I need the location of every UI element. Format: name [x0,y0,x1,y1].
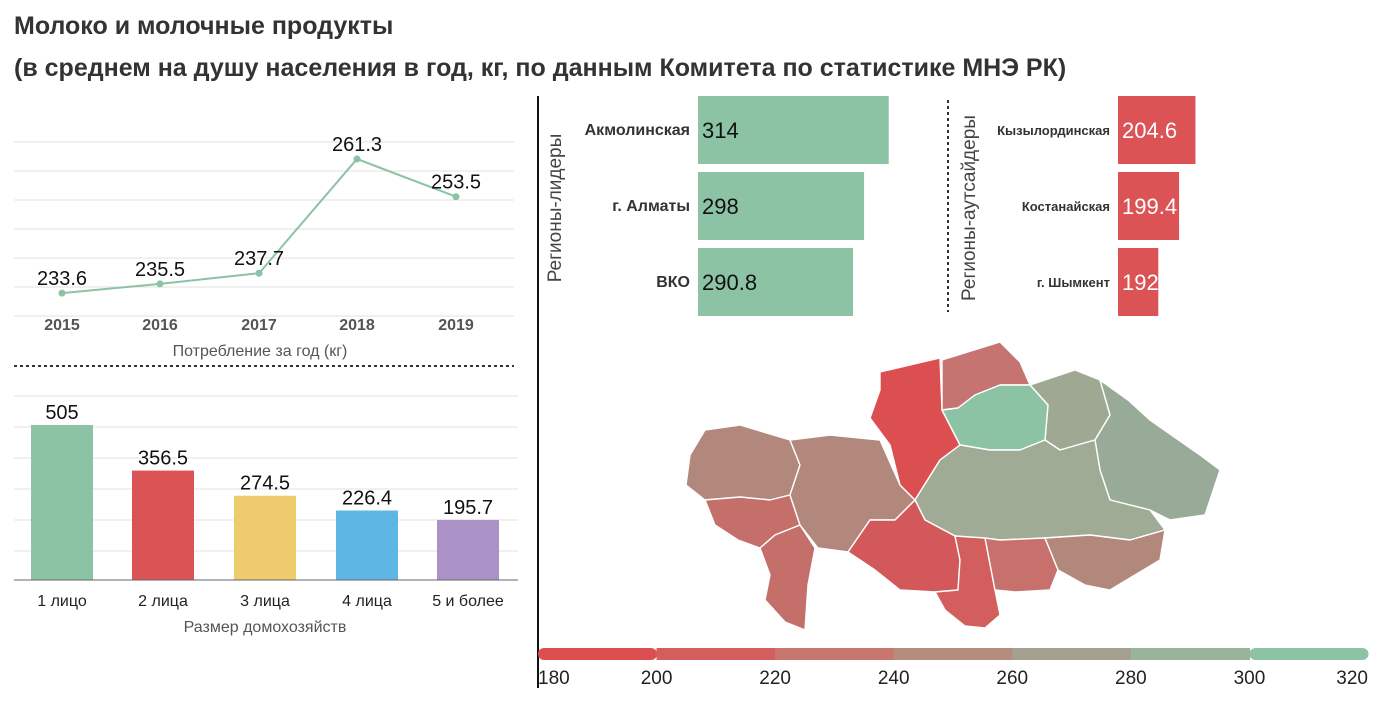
data-point [452,193,460,201]
leaders-bar-chart: 314 Акмолинская 298 г. Алматы 290.8 ВКО Регион… [545,96,889,316]
bar [234,495,296,580]
colorscale-tick-label: 320 [1336,668,1368,689]
colorscale-tick-label: 260 [996,668,1028,689]
data-point [156,280,164,288]
colorscale-segment [1249,648,1369,660]
map-region-east [1094,379,1221,521]
data-point [353,155,361,163]
data-label: 237.7 [234,248,284,270]
colorscale-tick-label: 180 [538,668,570,689]
outsiders-bar-chart: 204.6 Кызылординская 199.4 Костанайская 192.… [959,96,1196,316]
group-label: Регионы-аутсайдеры [959,115,980,301]
line-chart: 233.6 2015 235.5 2016 237.7 2017 261.3 2018 253.… [14,134,514,360]
data-label: 233.6 [37,268,87,290]
data-label: 204.6 [1122,118,1177,143]
data-label: 235.5 [135,259,185,281]
data-label: 199.4 [1122,194,1177,219]
x-tick-label: 2015 [44,317,80,334]
data-label: 253.5 [431,172,481,194]
x-tick-label: 2019 [438,317,474,334]
colorscale-segment-fill [656,648,776,660]
x-tick-label: 1 лицо [37,593,87,610]
colorscale-segment-fill [893,648,1013,660]
data-label: 314 [702,118,739,143]
data-point [58,289,66,297]
map-region-almaty [1044,529,1166,591]
x-axis-title: Размер домохозяйств [184,619,347,636]
color-scale: 180 200 220 240 260 280 300 320 [538,648,1369,689]
chart-subtitle: (в среднем на душу населения в год, кг, … [14,54,1067,82]
group-label: Регионы-лидеры [545,134,566,283]
ranking-bar [698,248,854,316]
data-label: 261.3 [332,134,382,156]
region-label: ВКО [656,274,690,291]
data-label: 298 [702,194,739,219]
x-tick-label: 5 и более [432,593,504,610]
bar [336,510,398,580]
x-tick-label: 4 лица [342,593,392,610]
colorscale-tick-label: 280 [1115,668,1147,689]
region-map [685,341,1221,631]
data-label: 505 [45,402,78,424]
x-tick-label: 2017 [241,317,277,334]
ranking-bar [1118,96,1196,164]
chart-title: Молоко и молочные продукты [14,12,394,40]
ranking-bar [698,96,889,164]
colorscale-segment-fill [1012,648,1132,660]
bar [437,519,499,580]
data-label: 192.8 [1122,270,1177,295]
ranking-bar [1118,248,1159,316]
map-region-zhambyl [984,537,1059,593]
data-label: 226.4 [342,488,392,510]
x-tick-label: 2 лица [138,593,188,610]
colorscale-segment-fill [1130,648,1250,660]
colorscale-segment [538,648,658,660]
colorscale-tick-label: 300 [1234,668,1266,689]
bar [132,470,194,580]
region-label: г. Алматы [612,198,690,215]
x-axis-title: Потребление за год (кг) [173,343,348,360]
colorscale-tick-label: 200 [641,668,673,689]
x-tick-label: 3 лица [240,593,290,610]
household-bar-chart: 505 1 лицо 356.5 2 лица 274.5 3 лица 226.4 4 ли… [14,395,518,636]
region-label: Костанайская [1022,199,1110,214]
bar [31,425,93,580]
x-tick-label: 2018 [339,317,375,334]
x-tick-label: 2016 [142,317,178,334]
ranking-bar [1118,172,1180,240]
data-label: 290.8 [702,270,757,295]
colorscale-segment-fill [775,648,895,660]
region-label: Кызылординская [997,123,1110,138]
region-label: г. Шымкент [1037,275,1110,290]
data-label: 356.5 [138,448,188,470]
map-region-mangystau [759,524,816,631]
colorscale-tick-label: 240 [878,668,910,689]
data-label: 274.5 [240,473,290,495]
map-region-west [685,424,801,501]
colorscale-tick-label: 220 [759,668,791,689]
data-point [255,269,263,277]
data-label: 195.7 [443,497,493,519]
ranking-bar [698,172,865,240]
region-label: Акмолинская [585,122,690,139]
